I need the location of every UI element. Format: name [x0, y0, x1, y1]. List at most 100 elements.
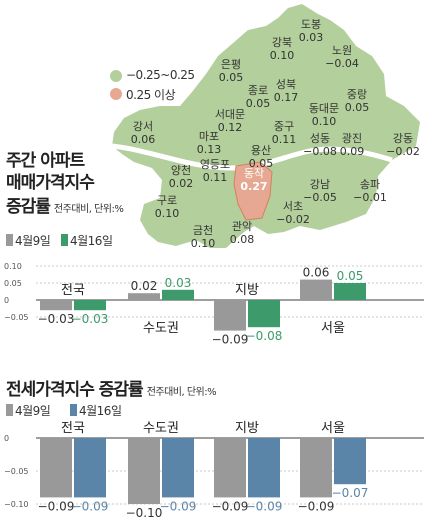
jeonse-legend-label-this: 4월16일 — [79, 404, 122, 418]
district-name: 용산 — [251, 144, 271, 157]
jeonse-chart-subtitle: 전주대비, 단위:% — [146, 387, 217, 398]
sale-chart-subtitle: 전주대비, 단위:% — [53, 204, 124, 215]
y-tick-label: −0.10 — [4, 500, 29, 509]
data-label: −0.03 — [38, 312, 75, 326]
district-name: 성동 — [310, 132, 330, 145]
data-label: −0.09 — [72, 499, 109, 513]
y-tick-label: −0.05 — [4, 313, 29, 322]
jeonse-chart-title-text: 전세가격지수 증감률 — [6, 380, 144, 400]
data-label: −0.09 — [246, 499, 283, 513]
sale-chart-title-line3: 증감률 전주대비, 단위:% — [6, 192, 124, 217]
district-value: 0.27 — [240, 180, 267, 193]
sale-chart-title-line2: 매매가격지수 — [6, 173, 95, 193]
district-value: 0.10 — [155, 207, 180, 220]
jeonse-legend-swatch-prev — [6, 404, 13, 416]
data-label: 0.02 — [131, 279, 158, 293]
sale-bar-chart: 0.10 0.05 0 −0.05 −0.03−0.03 전국 0.02 0.03 수도권 −0.… — [4, 262, 424, 347]
district-value: −0.02 — [276, 213, 310, 226]
category-label: 수도권 — [143, 321, 179, 336]
district-value: 0.05 — [219, 71, 244, 84]
category-label: 서울 — [321, 321, 345, 336]
bar-this — [248, 438, 280, 498]
district-value: 0.05 — [345, 101, 370, 114]
bar-prev — [300, 279, 332, 300]
district-value: 0.10 — [270, 49, 295, 62]
district-name: 양천 — [171, 163, 191, 177]
sale-legend-label-this: 4월16일 — [70, 234, 113, 248]
bar-this — [334, 283, 366, 300]
data-label: −0.03 — [72, 312, 109, 326]
legend-swatch-normal — [110, 70, 122, 82]
district-name: 강동 — [393, 132, 413, 145]
district-value: 0.03 — [299, 31, 324, 44]
category-label: 지방 — [235, 421, 259, 436]
sale-legend-label-prev: 4월9일 — [15, 234, 51, 248]
sale-chart-title-line1: 주간 아파트 — [6, 151, 85, 171]
district-value: 0.02 — [169, 177, 194, 190]
district-name: 송파 — [360, 178, 380, 191]
jeonse-bar-chart: 0−0.05−0.10 −0.09−0.09전국−0.10−0.09수도권−0.0… — [4, 421, 424, 520]
bar-this — [162, 289, 194, 300]
data-label: −0.09 — [160, 499, 197, 513]
y-tick-label: 0.05 — [4, 279, 22, 288]
category-label: 전국 — [61, 283, 85, 298]
district-name: 강북 — [272, 36, 292, 49]
bar-prev — [40, 300, 72, 311]
y-tick-label: 0 — [4, 434, 9, 443]
district-dongjak-highlight — [233, 161, 273, 221]
district-value: 0.17 — [274, 91, 299, 104]
y-tick-label: 0 — [4, 296, 9, 305]
district-value: 0.06 — [131, 133, 156, 146]
district-name: 성북 — [276, 78, 296, 91]
district-name: 은평 — [221, 58, 241, 71]
y-tick-label: 0.10 — [4, 262, 22, 271]
category-label: 수도권 — [143, 421, 179, 436]
district-name: 강서 — [133, 120, 153, 133]
jeonse-chart-title: 전세가격지수 증감률 전주대비, 단위:% — [6, 375, 217, 400]
seoul-map-shape — [112, 4, 420, 248]
district-name: 동작 — [244, 167, 264, 180]
district-value: 0.05 — [249, 157, 274, 170]
sale-legend-swatch-prev — [6, 234, 13, 246]
district-value: 0.10 — [191, 237, 216, 250]
category-label: 전국 — [61, 421, 85, 436]
district-value: −0.08 — [303, 145, 337, 158]
district-value: −0.02 — [386, 145, 420, 158]
district-name: 중구 — [274, 120, 294, 133]
district-value: 0.05 — [246, 97, 271, 110]
bar-prev — [214, 438, 246, 498]
district-name: 금천 — [193, 223, 213, 237]
y-tick-label: −0.05 — [4, 467, 29, 476]
district-value: 0.11 — [272, 133, 297, 146]
bar-prev — [128, 438, 160, 504]
category-label: 지방 — [235, 283, 259, 298]
jeonse-legend-swatch-this — [70, 404, 77, 416]
district-name: 영등포 — [200, 158, 230, 171]
bar-prev — [40, 438, 72, 498]
bar-this — [334, 438, 366, 485]
bar-this — [248, 300, 280, 328]
district-name: 도봉 — [301, 18, 321, 31]
data-label: 0.03 — [165, 276, 192, 290]
district-name: 구로 — [157, 194, 177, 207]
district-name: 서대문 — [215, 108, 245, 121]
data-label: 0.06 — [303, 266, 330, 280]
category-label: 서울 — [321, 421, 345, 436]
jeonse-legend-label-prev: 4월9일 — [15, 404, 51, 418]
data-label: −0.07 — [332, 486, 369, 500]
legend-swatch-high — [110, 88, 122, 100]
bar-this — [74, 300, 106, 311]
data-label: −0.09 — [212, 499, 249, 513]
district-value: 0.12 — [218, 121, 243, 134]
district-value: 0.08 — [230, 233, 255, 246]
legend-label-normal: −0.25~0.25 — [126, 68, 195, 82]
bar-this — [74, 438, 106, 498]
district-name: 광진 — [342, 132, 362, 145]
district-value: −0.05 — [303, 191, 337, 204]
sale-chart-title-text: 증감률 — [6, 197, 51, 217]
bar-prev — [300, 438, 332, 498]
district-value: −0.01 — [353, 191, 387, 204]
district-name: 중랑 — [347, 88, 367, 101]
district-value: 0.09 — [340, 145, 365, 158]
